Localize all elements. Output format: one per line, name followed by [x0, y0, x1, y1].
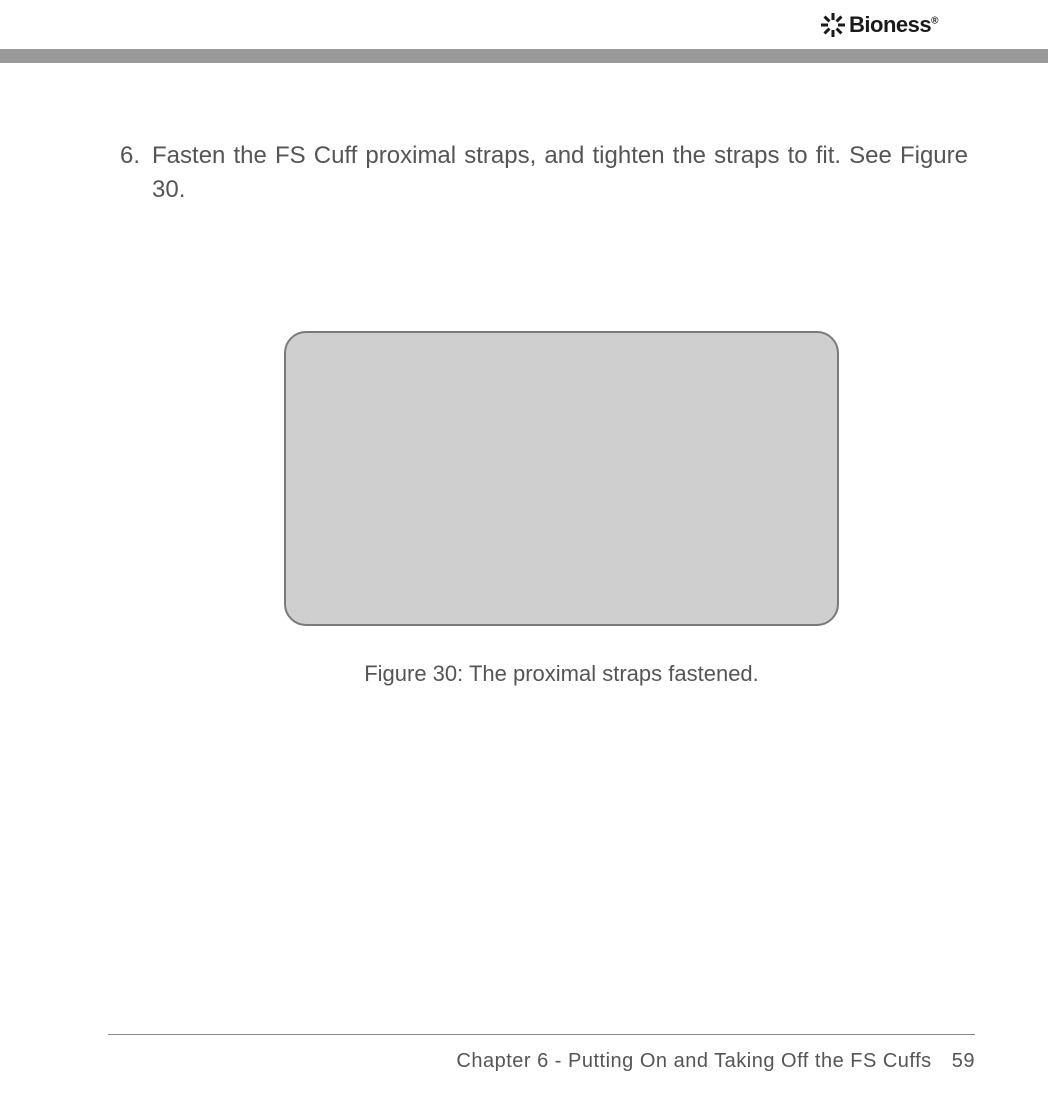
footer-text: Chapter 6 - Putting On and Taking Off th…	[108, 1050, 975, 1073]
page-content: 6. Fasten the FS Cuff proximal straps, a…	[0, 49, 1063, 687]
chapter-title: Chapter 6 - Putting On and Taking Off th…	[456, 1050, 931, 1072]
step-number: 6.	[120, 139, 140, 206]
page-number: 59	[952, 1050, 975, 1072]
figure-container: Figure 30: The proximal straps fastened.	[120, 331, 968, 687]
footer-divider	[108, 1034, 975, 1035]
figure-image-placeholder	[284, 331, 839, 626]
registered-mark: ®	[931, 16, 938, 27]
header-divider-bar	[0, 49, 1048, 63]
page-footer: Chapter 6 - Putting On and Taking Off th…	[108, 1034, 975, 1073]
instruction-step: 6. Fasten the FS Cuff proximal straps, a…	[120, 139, 968, 206]
bioness-icon	[821, 13, 845, 37]
brand-name: Bioness®	[849, 12, 938, 38]
figure-caption: Figure 30: The proximal straps fastened.	[364, 661, 759, 687]
brand-logo: Bioness®	[821, 12, 938, 38]
page-header: Bioness®	[0, 0, 1063, 49]
step-text: Fasten the FS Cuff proximal straps, and …	[152, 139, 968, 206]
